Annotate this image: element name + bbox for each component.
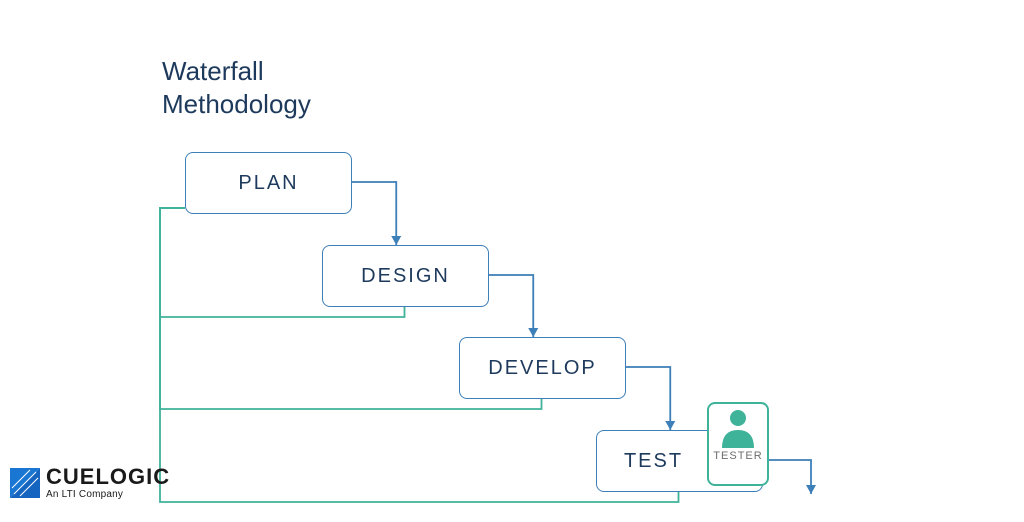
- stage-label: DESIGN: [361, 265, 450, 288]
- stage-label: DEVELOP: [488, 357, 596, 380]
- stage-develop: DEVELOP: [459, 337, 626, 399]
- title-line-1: Waterfall: [162, 55, 311, 88]
- logo-mark-icon: [10, 468, 40, 498]
- diagram-canvas: { "title": { "line1": "Waterfall", "line…: [0, 0, 1024, 522]
- tester-badge: TESTER: [707, 402, 769, 486]
- brand-logo: CUELOGIC An LTI Company: [10, 466, 170, 500]
- logo-sub: An LTI Company: [46, 490, 170, 500]
- stage-design: DESIGN: [322, 245, 489, 307]
- logo-text: CUELOGIC An LTI Company: [46, 466, 170, 500]
- stage-label: TEST: [624, 450, 683, 473]
- arrow-layer: [0, 0, 1024, 522]
- tester-label: TESTER: [713, 450, 762, 462]
- title-line-2: Methodology: [162, 88, 311, 121]
- person-icon: [718, 408, 758, 448]
- diagram-title: Waterfall Methodology: [162, 55, 311, 120]
- logo-main: CUELOGIC: [46, 466, 170, 488]
- stage-label: PLAN: [238, 172, 298, 195]
- stage-plan: PLAN: [185, 152, 352, 214]
